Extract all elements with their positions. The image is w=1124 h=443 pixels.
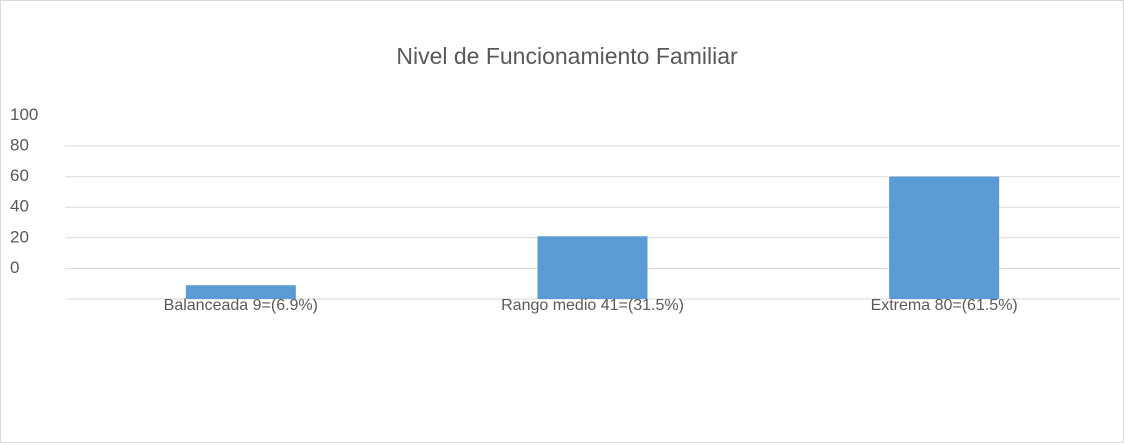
bar xyxy=(889,176,1000,299)
y-tick-label: 0 xyxy=(10,258,19,277)
x-tick-label: Balanceada 9=(6.9%) xyxy=(164,297,318,314)
bar xyxy=(185,285,296,299)
x-tick-label: Rango medio 41=(31.5%) xyxy=(501,297,684,314)
y-tick-label: 80 xyxy=(10,135,29,154)
bar xyxy=(537,236,648,299)
y-tick-label: 40 xyxy=(10,197,29,216)
y-tick-label: 100 xyxy=(10,105,38,124)
chart-title: Nivel de Funcionamiento Familiar xyxy=(396,43,738,69)
y-tick-label: 60 xyxy=(10,166,29,185)
y-tick-label: 20 xyxy=(10,227,29,246)
x-tick-label: Extrema 80=(61.5%) xyxy=(871,297,1018,314)
